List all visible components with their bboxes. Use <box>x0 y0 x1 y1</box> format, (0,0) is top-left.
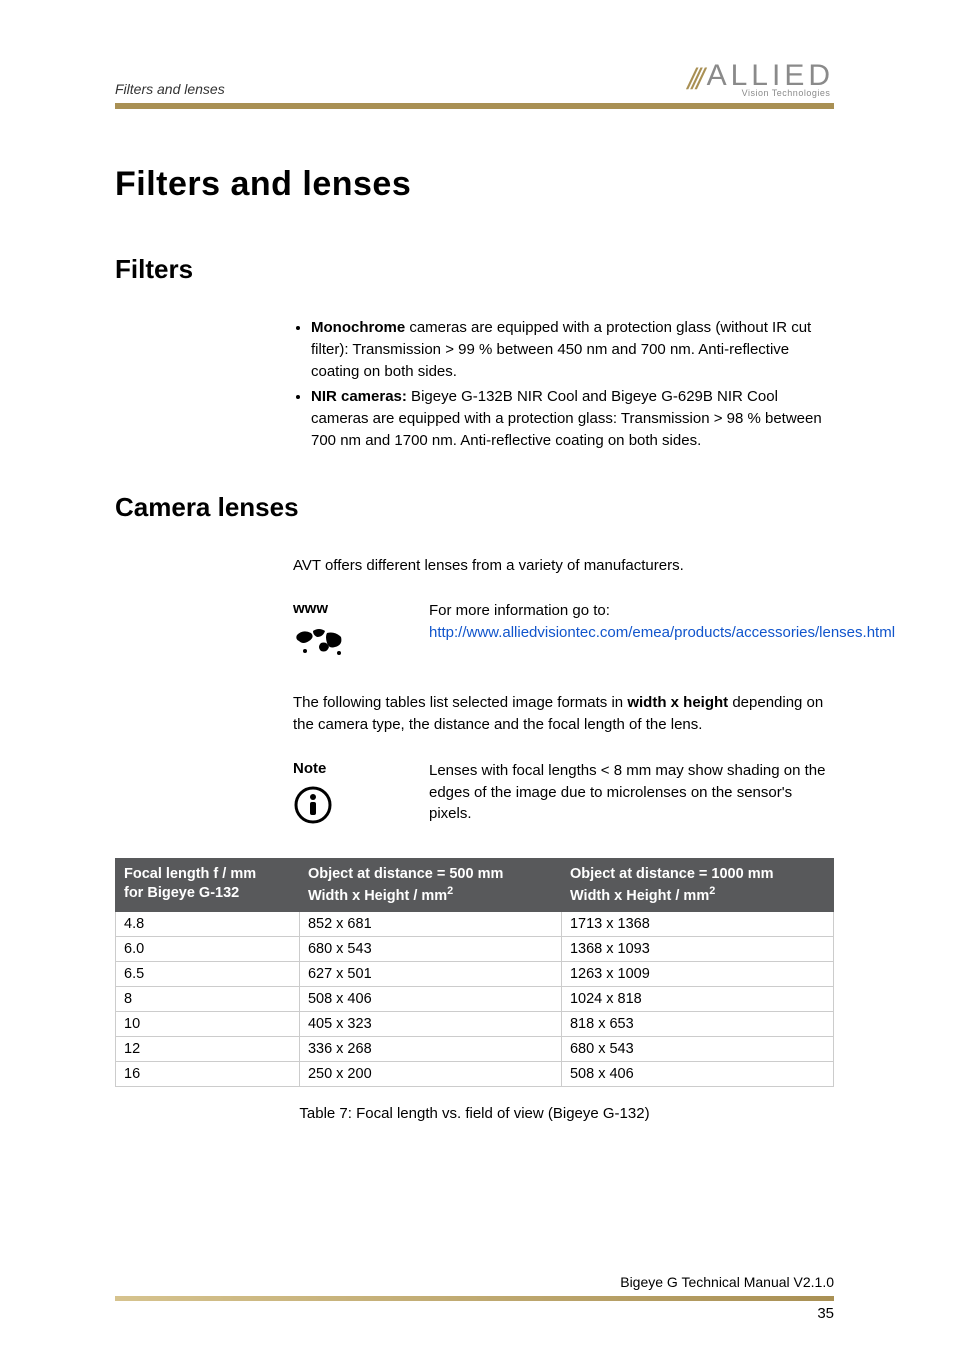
table-cell: 6.0 <box>116 937 300 962</box>
running-head: Filters and lenses <box>115 81 225 97</box>
table-cell: 1263 x 1009 <box>561 962 833 987</box>
note-callout: Note Lenses with focal lengths < 8 mm ma… <box>293 760 834 830</box>
section-heading-lenses: Camera lenses <box>115 492 834 523</box>
table-row: 4.8852 x 6811713 x 1368 <box>116 912 834 937</box>
page-title: Filters and lenses <box>115 165 834 204</box>
table-cell: 852 x 681 <box>299 912 561 937</box>
th-line1: Focal length f / mm <box>124 866 256 882</box>
th-line2: for Bigeye G-132 <box>124 885 239 901</box>
para2-bold: width x height <box>627 694 728 711</box>
para2-pre: The following tables list selected image… <box>293 694 627 711</box>
table-cell: 1713 x 1368 <box>561 912 833 937</box>
table-cell: 508 x 406 <box>561 1062 833 1087</box>
table-cell: 680 x 543 <box>561 1037 833 1062</box>
table-cell: 4.8 <box>116 912 300 937</box>
th-line1: Object at distance = 500 mm <box>308 866 503 882</box>
table-cell: 16 <box>116 1062 300 1087</box>
filters-bullet-list: Monochrome cameras are equipped with a p… <box>293 317 834 452</box>
note-text: Lenses with focal lengths < 8 mm may sho… <box>429 760 834 830</box>
section-heading-filters: Filters <box>115 254 834 285</box>
footer-manual-title: Bigeye G Technical Manual V2.1.0 <box>115 1274 834 1290</box>
table-cell: 12 <box>116 1037 300 1062</box>
th-line1: Object at distance = 1000 mm <box>570 866 774 882</box>
th-sup: 2 <box>447 885 453 897</box>
table-header-d1000: Object at distance = 1000 mm Width x Hei… <box>561 858 833 912</box>
table-cell: 1368 x 1093 <box>561 937 833 962</box>
logo-main-text: ALLIED <box>707 62 834 89</box>
table-header-focal: Focal length f / mm for Bigeye G-132 <box>116 858 300 912</box>
th-sup: 2 <box>709 885 715 897</box>
page-header: Filters and lenses /// ALLIED Vision Tec… <box>115 62 834 97</box>
table-row: 6.0680 x 5431368 x 1093 <box>116 937 834 962</box>
table-cell: 818 x 653 <box>561 1012 833 1037</box>
lenses-para2: The following tables list selected image… <box>293 692 834 736</box>
note-label: Note <box>293 760 411 777</box>
table-row: 12336 x 268680 x 543 <box>116 1037 834 1062</box>
list-item: Monochrome cameras are equipped with a p… <box>311 317 834 382</box>
header-rule <box>115 103 834 109</box>
table-row: 10405 x 323818 x 653 <box>116 1012 834 1037</box>
logo-sub-text: Vision Technologies <box>742 89 834 97</box>
table-row: 6.5627 x 5011263 x 1009 <box>116 962 834 987</box>
lenses-link[interactable]: http://www.alliedvisiontec.com/emea/prod… <box>429 624 895 641</box>
table-cell: 336 x 268 <box>299 1037 561 1062</box>
logo-slashes-icon: /// <box>688 63 701 97</box>
table-cell: 8 <box>116 987 300 1012</box>
table-cell: 10 <box>116 1012 300 1037</box>
www-label: www <box>293 600 411 617</box>
footer-page-number: 35 <box>115 1305 834 1322</box>
info-icon <box>293 785 411 830</box>
table-cell: 627 x 501 <box>299 962 561 987</box>
page-footer: Bigeye G Technical Manual V2.1.0 35 <box>115 1274 834 1322</box>
lenses-intro: AVT offers different lenses from a varie… <box>293 555 834 577</box>
table-cell: 680 x 543 <box>299 937 561 962</box>
list-item: NIR cameras: Bigeye G-132B NIR Cool and … <box>311 386 834 451</box>
table-row: 8508 x 4061024 x 818 <box>116 987 834 1012</box>
table-cell: 1024 x 818 <box>561 987 833 1012</box>
focal-length-table: Focal length f / mm for Bigeye G-132 Obj… <box>115 858 834 1088</box>
table-cell: 250 x 200 <box>299 1062 561 1087</box>
table-caption: Table 7: Focal length vs. field of view … <box>115 1105 834 1122</box>
table-cell: 6.5 <box>116 962 300 987</box>
www-line1: For more information go to: <box>429 600 895 622</box>
th-line2: Width x Height / mm <box>570 888 709 904</box>
www-callout: www For more informati <box>293 600 834 664</box>
bullet-lead: NIR cameras: <box>311 388 407 405</box>
table-header-d500: Object at distance = 500 mm Width x Heig… <box>299 858 561 912</box>
bullet-lead: Monochrome <box>311 319 405 336</box>
table-cell: 508 x 406 <box>299 987 561 1012</box>
company-logo: /// ALLIED Vision Technologies <box>688 62 834 97</box>
table-cell: 405 x 323 <box>299 1012 561 1037</box>
footer-rule <box>115 1296 834 1301</box>
globe-icon <box>293 625 411 664</box>
table-row: 16250 x 200508 x 406 <box>116 1062 834 1087</box>
th-line2: Width x Height / mm <box>308 888 447 904</box>
